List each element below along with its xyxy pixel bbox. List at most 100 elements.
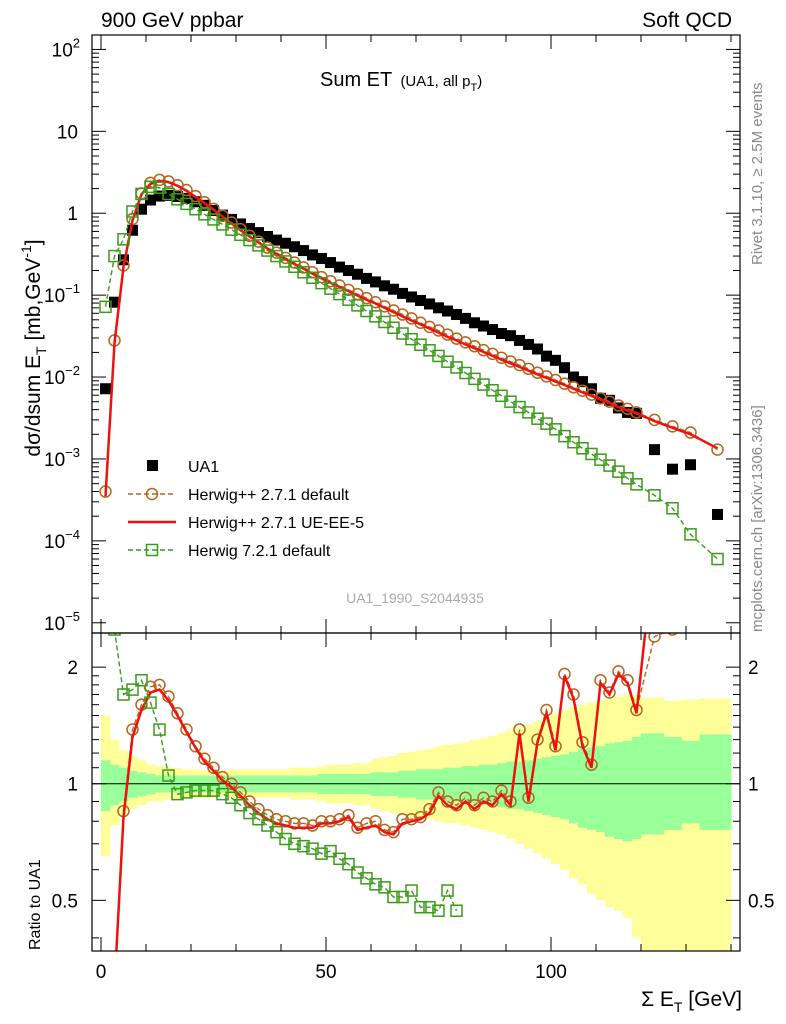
ratio-band-inner: [506, 761, 516, 810]
legend-item-herwig7: Herwig 7.2.1 default: [128, 543, 331, 560]
ratio-herwigpp-default-point: [414, 810, 427, 824]
ratio-band-inner: [128, 770, 138, 798]
ratio-band-inner: [632, 737, 642, 840]
ratio-herwig7-point: [450, 904, 463, 918]
data-point: [442, 305, 453, 317]
ratio-band-inner: [524, 760, 534, 812]
ratio-herwig7-point: [252, 812, 265, 826]
data-point: [370, 276, 381, 288]
herwig7-point: [549, 423, 562, 436]
ratio-herwig7-point: [207, 784, 220, 797]
ratio-band-inner: [605, 743, 615, 837]
ratio-band-inner: [515, 761, 525, 810]
ratio-herwigpp-default-point: [648, 633, 661, 643]
data-point: [406, 291, 417, 303]
ratio-band-inner: [699, 734, 732, 830]
herwig7-point: [108, 249, 121, 263]
main-series-line: [104, 186, 718, 560]
ratio-herwig7-point: [324, 844, 337, 858]
ratio-herwig7-point: [369, 878, 382, 891]
data-point: [415, 295, 426, 307]
ratio-y-tick-label-left: 1: [67, 775, 78, 796]
data-point: [307, 249, 318, 261]
data-point: [388, 283, 399, 295]
ratio-herwigpp-default-point: [270, 812, 283, 826]
herwigpp-default-point: [153, 173, 166, 187]
herwig7-point: [630, 478, 643, 491]
main-y-tick-label: 10−1: [44, 281, 80, 307]
data-point: [244, 223, 255, 235]
ratio-herwig7-point: [288, 837, 301, 850]
data-point: [343, 264, 354, 276]
rivet-label: Rivet 3.1.10, ≥ 2.5M events: [749, 83, 766, 266]
data-point: [523, 338, 534, 350]
data-point: [145, 194, 156, 206]
ratio-herwigpp-default-point: [207, 761, 220, 774]
ratio-series-line: [115, 633, 647, 951]
ratio-herwig7-point: [234, 798, 247, 812]
ratio-y-tick-label-left: 0.5: [52, 891, 78, 912]
ratio-herwigpp-default-point: [667, 633, 678, 636]
main-y-tick-label: 10−3: [44, 445, 80, 471]
herwig7-point: [171, 193, 184, 206]
herwig7-point: [135, 187, 148, 201]
ratio-y-tick-label-right: 0.5: [748, 891, 774, 912]
ratio-herwig7-point: [180, 786, 193, 799]
ratio-herwig7-point: [225, 791, 238, 805]
data-point: [622, 406, 633, 418]
herwig7-point: [117, 233, 130, 246]
herwig7-point: [522, 406, 535, 419]
ratio-band-inner: [470, 766, 480, 804]
ratio-herwig7-point: [432, 904, 445, 918]
data-point: [262, 230, 273, 242]
data-point: [136, 203, 147, 215]
ratio-herwigpp-default-point: [603, 686, 616, 699]
ratio-band-inner: [596, 746, 606, 833]
herwig7-point: [684, 528, 697, 541]
data-point: [109, 296, 120, 308]
ratio-herwig7-point: [423, 900, 436, 914]
data-point: [460, 312, 471, 324]
legend-item-herwigpp-default: Herwig++ 2.7.1 default: [128, 487, 350, 504]
ratio-band-inner: [623, 740, 633, 842]
ratio-band-inner: [681, 740, 700, 824]
legend-marker-herwigpp-default: [145, 487, 159, 501]
herwigpp-default-point: [180, 183, 193, 197]
data-point: [685, 459, 696, 471]
data-point: [253, 227, 264, 239]
ratio-herwig7-point: [297, 839, 310, 853]
ratio-y-axis-label: Ratio to UA1: [27, 859, 44, 950]
ratio-herwig7-point: [261, 819, 274, 832]
herwig7-point: [612, 465, 625, 478]
data-point: [649, 444, 660, 456]
ratio-herwigpp-default-point: [180, 723, 193, 736]
ratio-band-inner: [560, 754, 570, 820]
data-point: [298, 245, 309, 257]
ratio-herwig7-point: [378, 881, 391, 894]
ratio-herwig7-point: [441, 884, 454, 897]
data-point: [100, 383, 111, 395]
x-tick-label: 0: [96, 962, 107, 983]
legend-label-herwig7: Herwig 7.2.1 default: [188, 543, 331, 560]
main-series-line: [104, 179, 718, 492]
data-point: [172, 191, 183, 203]
ratio-band-inner: [479, 764, 489, 806]
data-point: [550, 354, 561, 366]
x-axis-label: Σ ET [GeV]: [641, 988, 742, 1015]
legend-label-herwigpp-default: Herwig++ 2.7.1 default: [188, 487, 350, 504]
data-point: [532, 343, 543, 355]
data-point: [289, 241, 300, 253]
legend-label-herwigpp-ueee5: Herwig++ 2.7.1 UE-EE-5: [188, 515, 364, 532]
herwig7-point: [144, 180, 157, 194]
ratio-band-inner: [407, 770, 417, 798]
ratio-herwig7-point: [216, 787, 229, 801]
ratio-herwigpp-default-point: [189, 739, 202, 753]
data-point: [334, 261, 345, 273]
ratio-herwig7-point: [126, 683, 139, 696]
ratio-herwig7-point: [144, 696, 157, 709]
ratio-herwig7-point: [387, 890, 400, 904]
data-point: [316, 253, 327, 265]
watermark: UA1_1990_S2044935: [346, 590, 484, 606]
data-point: [271, 234, 282, 246]
